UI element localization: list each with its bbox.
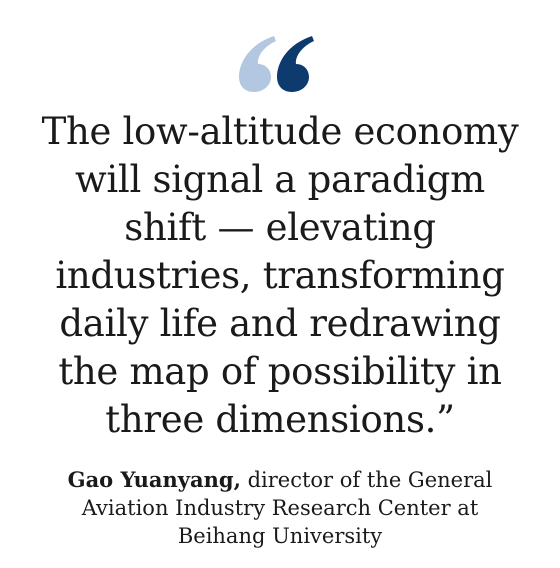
speaker-title: director of the General [247, 468, 493, 492]
quote-line: shift — elevating [124, 206, 436, 249]
quote-line: will signal a paradigm [75, 158, 485, 201]
quote-line: industries, transforming [55, 254, 505, 297]
quote-line: daily life and redrawing [59, 302, 501, 345]
quote-line: The low-altitude economy [41, 110, 519, 153]
quote-icon [239, 36, 314, 92]
attribution-line: Aviation Industry Research Center at [81, 496, 479, 520]
attribution-line: Gao Yuanyang, director of the General [0, 466, 560, 494]
attribution-line: Beihang University [177, 524, 383, 548]
quote-text: The low-altitude economy will signal a pa… [0, 108, 560, 444]
speaker-name: Gao Yuanyang, [67, 467, 241, 492]
attribution: Gao Yuanyang, director of the General Av… [0, 466, 560, 550]
quote-line: the map of possibility in [58, 350, 502, 393]
quote-line: three dimensions.” [105, 398, 455, 441]
